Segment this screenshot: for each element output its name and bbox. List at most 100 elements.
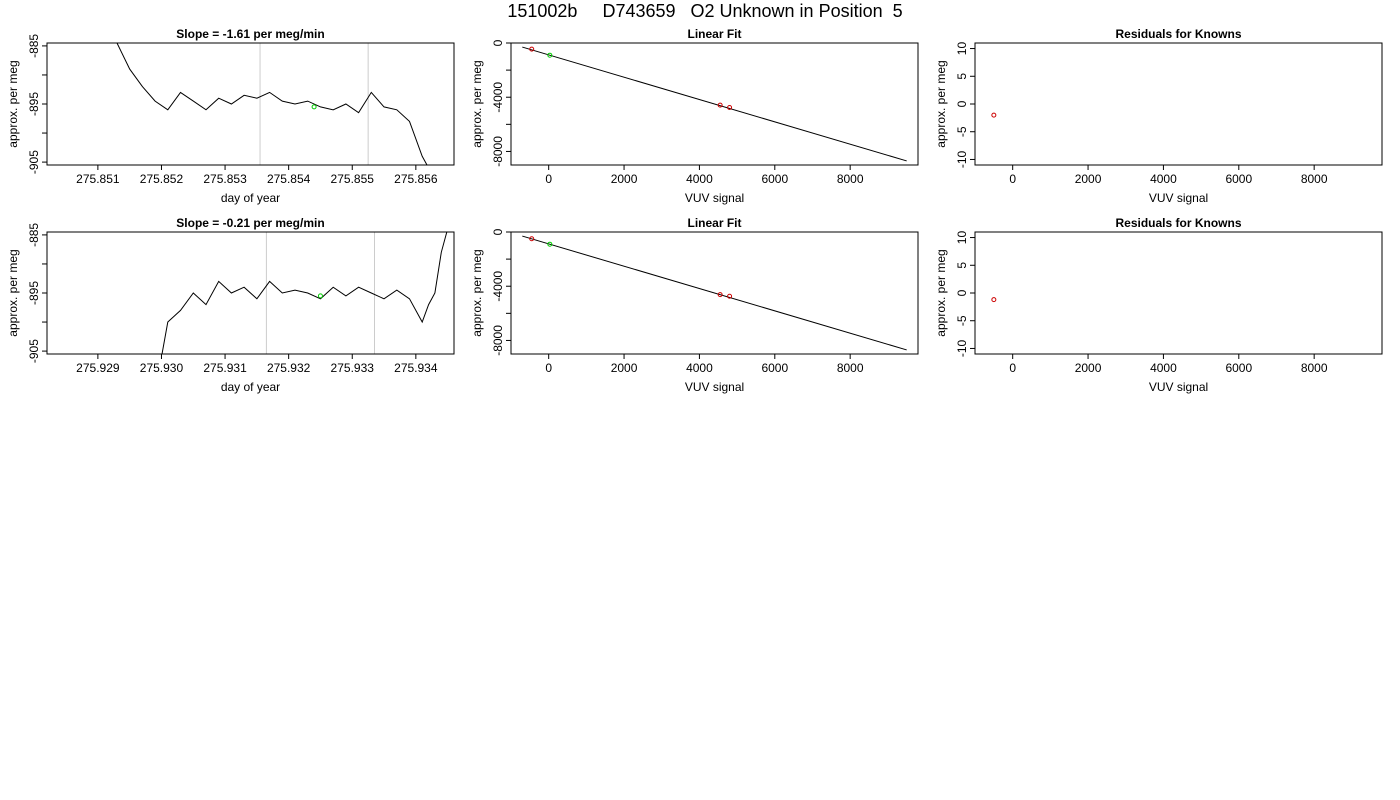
series-line bbox=[161, 232, 448, 354]
y-tick-label: 5 bbox=[955, 262, 969, 269]
known-point bbox=[991, 297, 997, 303]
y-tick-label: -905 bbox=[27, 150, 41, 174]
chart-panel-3: Residuals for Knowns 0 2000 4000 6000 8000 VUV… bbox=[934, 27, 1383, 205]
y-axis-label: approx. per meg bbox=[934, 249, 948, 336]
chart-title: Residuals for Knowns bbox=[1115, 216, 1241, 230]
x-tick-label: 4000 bbox=[686, 361, 713, 375]
y-axis-label: approx. per meg bbox=[470, 60, 484, 147]
y-tick-label: 10 bbox=[955, 42, 969, 56]
plot-frame bbox=[974, 231, 1383, 355]
y-tick-label: -885 bbox=[27, 34, 41, 58]
unknown-point bbox=[547, 52, 553, 58]
figure-title: 151002b D743659 O2 Unknown in Position 5 bbox=[507, 1, 903, 21]
x-tick-label: 275.855 bbox=[331, 172, 375, 186]
data-layer bbox=[522, 46, 907, 162]
plot-frame bbox=[510, 231, 919, 355]
chart-panel-5: Linear Fit 0 2000 4000 6000 8000 VUV signal 0 -4… bbox=[470, 216, 919, 394]
x-tick-label: 275.854 bbox=[267, 172, 311, 186]
plot-frame bbox=[510, 42, 919, 166]
y-tick-label: 0 bbox=[955, 100, 969, 107]
x-tick-label: 275.931 bbox=[203, 361, 247, 375]
x-tick-label: 8000 bbox=[1301, 361, 1328, 375]
x-tick-label: 6000 bbox=[1225, 172, 1252, 186]
chart-title: Residuals for Knowns bbox=[1115, 27, 1241, 41]
chart-panel-1: Slope = -1.61 per meg/min 275.851 275.852 2… bbox=[6, 27, 455, 205]
plot-frame bbox=[46, 42, 455, 166]
x-tick-label: 275.930 bbox=[140, 361, 184, 375]
fit-line bbox=[522, 235, 907, 351]
x-tick-label: 0 bbox=[545, 172, 552, 186]
y-tick-label: 5 bbox=[955, 73, 969, 80]
y-tick-label: 0 bbox=[491, 39, 505, 46]
y-tick-label: 0 bbox=[491, 228, 505, 235]
known-point bbox=[529, 236, 535, 242]
y-tick-label: -4000 bbox=[491, 271, 505, 302]
x-tick-label: 275.853 bbox=[203, 172, 247, 186]
x-tick-label: 8000 bbox=[837, 172, 864, 186]
y-tick-label: -895 bbox=[27, 281, 41, 305]
x-tick-label: 275.851 bbox=[76, 172, 120, 186]
x-tick-label: 275.929 bbox=[76, 361, 120, 375]
y-tick-label: -5 bbox=[955, 126, 969, 137]
x-tick-label: 6000 bbox=[1225, 361, 1252, 375]
y-tick-label: -10 bbox=[955, 150, 969, 168]
x-axis-label: VUV signal bbox=[1149, 191, 1208, 205]
unknown-point bbox=[547, 241, 553, 247]
known-point bbox=[727, 293, 733, 299]
x-tick-label: 2000 bbox=[1075, 361, 1102, 375]
x-tick-label: 275.852 bbox=[140, 172, 184, 186]
x-tick-label: 8000 bbox=[837, 361, 864, 375]
x-tick-label: 275.856 bbox=[394, 172, 438, 186]
fit-line bbox=[522, 46, 907, 162]
data-layer bbox=[991, 112, 997, 118]
x-tick-label: 8000 bbox=[1301, 172, 1328, 186]
known-point bbox=[991, 112, 997, 118]
x-tick-label: 4000 bbox=[1150, 361, 1177, 375]
known-point bbox=[717, 292, 723, 298]
plot-frame bbox=[974, 42, 1383, 166]
chart-title: Linear Fit bbox=[687, 216, 741, 230]
y-axis-label: approx. per meg bbox=[6, 60, 20, 147]
x-tick-label: 2000 bbox=[611, 361, 638, 375]
x-tick-label: 0 bbox=[1009, 361, 1016, 375]
x-axis-label: VUV signal bbox=[685, 191, 744, 205]
series-line bbox=[116, 43, 428, 165]
y-tick-label: -8000 bbox=[491, 136, 505, 167]
y-tick-label: -885 bbox=[27, 223, 41, 247]
x-tick-label: 275.932 bbox=[267, 361, 311, 375]
x-tick-label: 2000 bbox=[1075, 172, 1102, 186]
x-axis-label: VUV signal bbox=[685, 380, 744, 394]
data-layer bbox=[522, 235, 907, 351]
known-point bbox=[529, 46, 535, 52]
x-tick-label: 2000 bbox=[611, 172, 638, 186]
chart-title: Slope = -0.21 per meg/min bbox=[176, 216, 324, 230]
x-tick-label: 275.934 bbox=[394, 361, 438, 375]
x-tick-label: 6000 bbox=[761, 172, 788, 186]
y-tick-label: 0 bbox=[955, 289, 969, 296]
y-axis-label: approx. per meg bbox=[470, 249, 484, 336]
y-tick-label: -10 bbox=[955, 339, 969, 357]
x-tick-label: 4000 bbox=[686, 172, 713, 186]
chart-title: Slope = -1.61 per meg/min bbox=[176, 27, 324, 41]
x-tick-label: 0 bbox=[545, 361, 552, 375]
x-tick-label: 4000 bbox=[1150, 172, 1177, 186]
y-tick-label: -895 bbox=[27, 92, 41, 116]
plot-frame bbox=[46, 231, 455, 355]
x-axis-label: day of year bbox=[221, 191, 280, 205]
data-layer bbox=[991, 297, 997, 303]
data-layer bbox=[161, 232, 448, 354]
unknown-marker bbox=[317, 293, 323, 299]
x-tick-label: 6000 bbox=[761, 361, 788, 375]
y-tick-label: -5 bbox=[955, 315, 969, 326]
chart-panel-2: Linear Fit 0 2000 4000 6000 8000 VUV signal 0 -4… bbox=[470, 27, 919, 205]
y-axis-label: approx. per meg bbox=[6, 249, 20, 336]
y-axis-label: approx. per meg bbox=[934, 60, 948, 147]
y-tick-label: -4000 bbox=[491, 82, 505, 113]
y-tick-label: -905 bbox=[27, 339, 41, 363]
chart-panel-4: Slope = -0.21 per meg/min 275.929 275.930 2… bbox=[6, 216, 455, 394]
x-tick-label: 0 bbox=[1009, 172, 1016, 186]
unknown-marker bbox=[311, 104, 317, 110]
data-layer bbox=[116, 43, 428, 165]
x-axis-label: VUV signal bbox=[1149, 380, 1208, 394]
